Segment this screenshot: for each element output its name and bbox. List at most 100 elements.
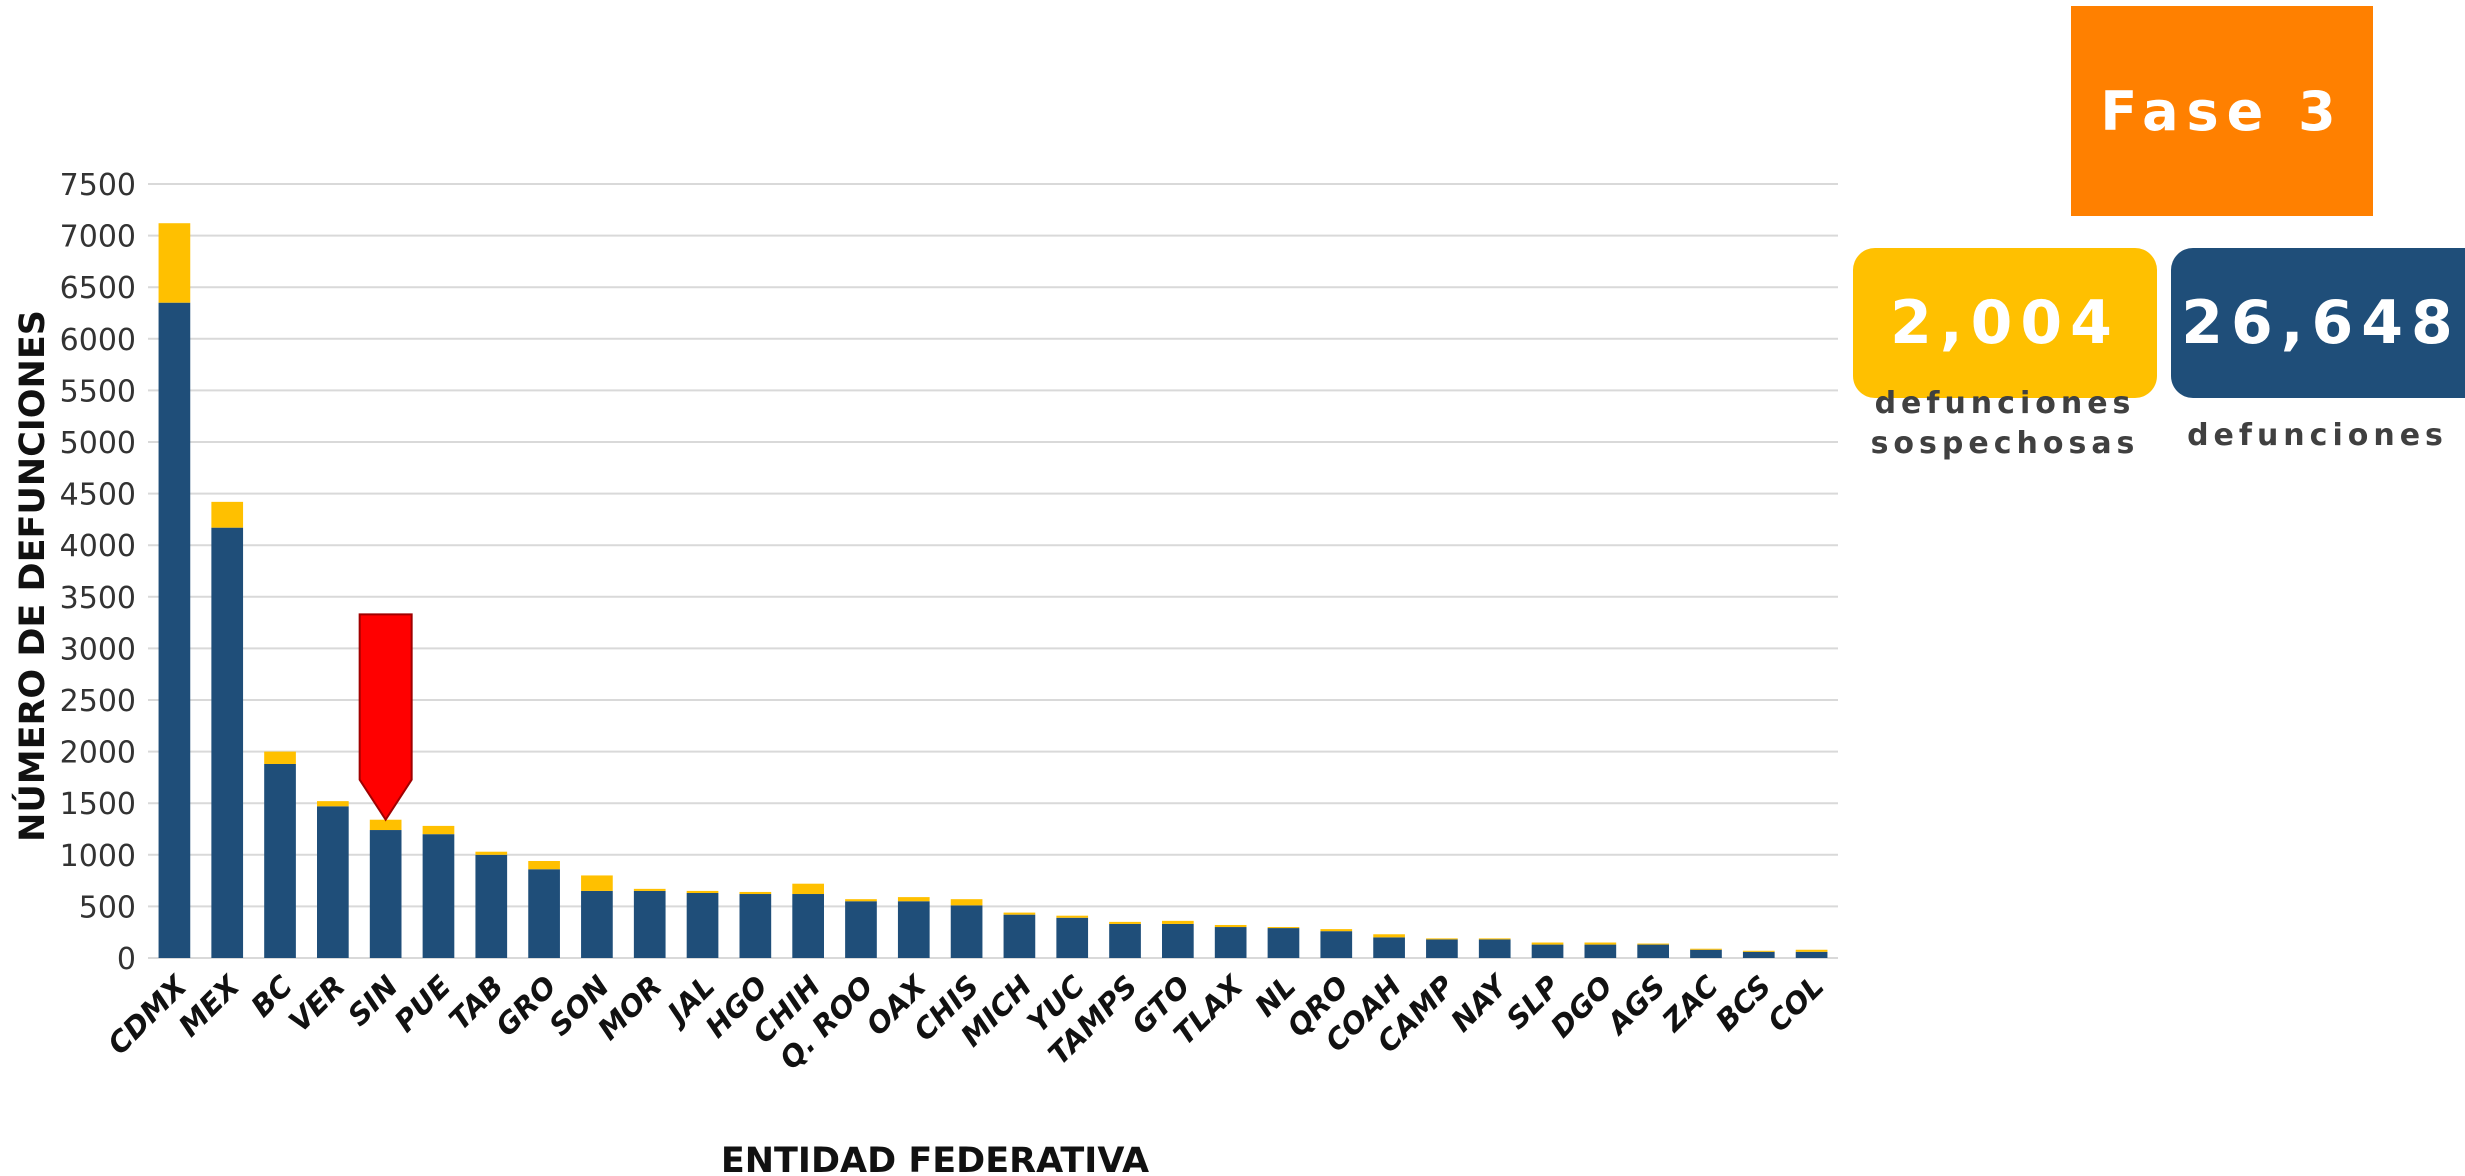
y-tick-label: 6500: [60, 271, 136, 306]
bar-suspect: [475, 851, 508, 855]
bar-suspect: [1373, 934, 1405, 938]
bar-confirmed: [475, 854, 508, 958]
suspect-deaths-total: 2,004: [1853, 248, 2157, 398]
x-tick-label: ZAC: [1655, 969, 1725, 1039]
confirmed-deaths-total: 26,648: [2171, 248, 2465, 398]
confirmed-deaths-caption: defunciones: [2187, 418, 2448, 453]
bar-suspect: [1056, 915, 1089, 918]
y-tick-label: 6000: [60, 323, 136, 358]
bar-suspect: [792, 883, 824, 895]
bar-confirmed: [528, 869, 560, 958]
bar-confirmed: [897, 901, 930, 958]
grid-lines: [148, 183, 1838, 959]
x-tick-label: COL: [1761, 969, 1831, 1039]
bar-confirmed: [211, 527, 244, 958]
bar-suspect: [581, 875, 613, 891]
bar-suspect: [422, 825, 455, 835]
bar-suspect: [633, 888, 666, 891]
bar-confirmed: [1742, 951, 1775, 958]
y-tick-label: 3000: [60, 632, 136, 667]
suspect-deaths-caption: defunciones sospechosas: [1850, 384, 2160, 463]
bar-confirmed: [1056, 917, 1089, 958]
y-tick-label: 2000: [60, 736, 136, 771]
y-tick-label: 7500: [60, 168, 136, 203]
bar-suspect: [528, 860, 560, 870]
bar-suspect: [317, 801, 349, 807]
bar-confirmed: [686, 892, 719, 958]
y-tick-label: 1000: [60, 839, 136, 874]
bar-confirmed: [633, 890, 666, 958]
x-tick-label: NAY: [1444, 967, 1516, 1039]
bar-suspect: [1531, 942, 1564, 945]
y-tick-label: 4500: [60, 478, 136, 513]
bar-confirmed: [739, 894, 772, 958]
bar-confirmed: [422, 834, 455, 958]
bar-suspect: [1478, 938, 1511, 940]
annotations: [358, 613, 413, 822]
x-tick-label: DGO: [1544, 969, 1619, 1044]
y-tick-label: 2500: [60, 684, 136, 719]
y-axis-title: NÚMERO DE DEFUNCIONES: [11, 310, 53, 842]
bar-suspect: [845, 899, 877, 902]
bar-suspect: [1637, 943, 1669, 945]
bar-confirmed: [1162, 923, 1194, 958]
bar-confirmed: [1373, 937, 1405, 958]
y-tick-label: 1500: [60, 787, 136, 822]
y-tick-label: 5500: [60, 374, 136, 409]
x-axis-labels: CDMXMEXBCVERSINPUETABGROSONMORJALHGOCHIH…: [101, 967, 1831, 1076]
bar-confirmed: [1109, 923, 1141, 958]
red-arrow-icon: [358, 613, 413, 822]
bar-confirmed: [369, 830, 402, 958]
bar-suspect: [1795, 949, 1828, 952]
bar-suspect: [1426, 938, 1458, 940]
y-tick-label: 4000: [60, 529, 136, 564]
x-tick-label: GRO: [489, 969, 563, 1043]
bar-confirmed: [1426, 939, 1458, 958]
x-axis-title: ENTIDAD FEDERATIVA: [721, 1141, 1149, 1176]
suspect-caption-line-2: sospechosas: [1870, 425, 2140, 461]
bar-confirmed: [792, 894, 824, 958]
bar-suspect: [1690, 948, 1722, 950]
y-tick-label: 3500: [60, 581, 136, 616]
bar-confirmed: [1478, 939, 1511, 958]
bar-confirmed: [317, 806, 349, 958]
bar-confirmed: [1637, 944, 1669, 958]
y-tick-label: 0: [117, 942, 136, 977]
bar-confirmed: [1267, 928, 1300, 958]
bar-confirmed: [950, 905, 983, 958]
bar-suspect: [1584, 942, 1617, 945]
bar-suspect: [739, 891, 772, 895]
suspect-caption-line-1: defunciones: [1874, 386, 2136, 421]
bar-suspect: [1267, 927, 1300, 929]
bar-confirmed: [1214, 927, 1247, 958]
bar-confirmed: [1531, 944, 1564, 958]
bar-confirmed: [1795, 951, 1828, 958]
bar-suspect: [211, 501, 244, 528]
bar-confirmed: [845, 901, 877, 958]
x-tick-label: PUE: [388, 969, 458, 1039]
bar-suspect: [369, 819, 402, 831]
bar-confirmed: [581, 890, 613, 958]
phase-badge: Fase 3: [2071, 6, 2373, 216]
bar-suspect: [158, 223, 191, 303]
y-tick-label: 5000: [60, 426, 136, 461]
bar-suspect: [897, 897, 930, 902]
bars: [158, 223, 1828, 958]
bar-suspect: [1742, 950, 1775, 952]
bar-suspect: [950, 899, 983, 906]
x-tick-label: VER: [282, 969, 352, 1039]
bar-confirmed: [1584, 944, 1617, 958]
bar-confirmed: [1320, 931, 1353, 958]
bar-suspect: [1320, 929, 1353, 932]
x-tick-label: BCS: [1709, 969, 1778, 1038]
bar-suspect: [1003, 912, 1036, 915]
bar-suspect: [686, 890, 719, 893]
x-tick-label: MEX: [172, 968, 247, 1043]
bar-confirmed: [1690, 949, 1722, 958]
y-axis-ticks: 0 500 1000 1500 2000 2500 3000 3500 4000 4500 5000…: [60, 168, 136, 977]
bar-suspect: [1109, 921, 1141, 924]
bar-suspect: [1162, 920, 1194, 924]
bar-suspect: [264, 751, 296, 764]
y-tick-label: 7000: [60, 220, 136, 255]
